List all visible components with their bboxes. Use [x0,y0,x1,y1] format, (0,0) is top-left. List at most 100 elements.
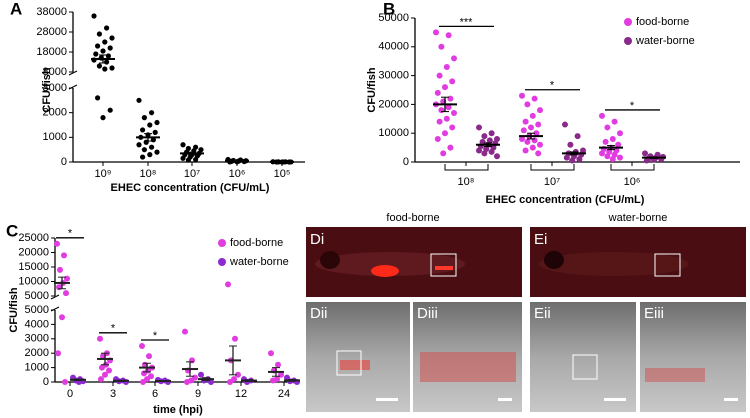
x-tick-label: 3 [110,388,116,400]
micrograph [640,302,746,412]
fluorescence [420,352,516,382]
data-point [442,130,448,137]
data-point [182,328,188,335]
data-point [100,115,106,121]
x-tick-label: 10⁶ [229,168,246,180]
group-bracket [610,164,655,171]
legend-label: food-borne [230,237,283,249]
data-point [107,45,113,51]
data-point [602,138,609,145]
x-tick-label: 10⁸ [140,168,157,180]
data-point [100,48,106,54]
data-point [59,314,65,321]
data-point [165,379,171,385]
fluorescence [435,266,453,270]
image-label: Ei [534,231,547,248]
data-point [193,156,199,163]
data-point [529,144,536,151]
data-point [136,97,142,103]
data-point [611,118,618,125]
data-point [106,367,112,374]
y-tick-label: 25000 [18,232,49,244]
data-point [150,137,156,143]
data-point [102,371,108,378]
y-tick-label: 10000 [18,275,49,287]
legend-marker [218,258,226,266]
group-bracket [444,164,489,171]
data-point [535,121,542,128]
data-point [476,147,482,154]
data-point [535,150,542,157]
x-tick-label: 10⁶ [624,176,641,188]
data-point [96,63,102,69]
axis-break [68,70,78,76]
scale-bar [724,398,738,401]
group-bracket [530,164,575,171]
y-tick-label: 38000 [36,6,67,18]
scale-bar [498,398,512,401]
y-tick-label: 8000 [43,66,67,78]
y-tick-label: 5000 [25,290,49,302]
image-title: water-borne [608,212,668,224]
fluorescence [340,360,370,370]
data-point [147,122,153,128]
data-point [433,29,439,36]
data-point [445,104,452,111]
panel-label: B [383,0,395,18]
data-point [617,130,623,137]
data-point [95,43,101,49]
data-point [99,364,105,371]
data-point [149,144,155,150]
data-point [440,150,447,157]
data-point [268,350,274,357]
x-tick-label: 9 [195,388,201,400]
data-point [599,112,605,119]
data-point [185,157,191,163]
y-tick-label: 20000 [18,246,49,258]
data-point [97,335,103,342]
image-panels: food-borne water-borne Di Dii Diii Ei Ei… [306,212,746,412]
significance-label: * [630,100,635,112]
y-tick-label: 1000 [43,131,67,143]
data-point [574,133,581,140]
x-tick-label: 10⁹ [95,168,112,180]
data-point [609,156,616,163]
data-point [154,149,160,155]
data-point [449,124,456,131]
data-point [531,137,538,144]
y-tick-label: 28000 [36,26,67,38]
y-axis-label: CFU/fish [8,287,20,333]
data-point [642,150,648,157]
data-point [488,148,495,155]
x-axis-label: EHEC concentration (CFU/mL) [111,182,270,194]
axis-break [50,294,60,300]
data-point [275,361,281,368]
data-point [104,25,110,31]
data-point [140,154,146,160]
data-point [109,35,115,41]
x-tick-label: 0 [67,388,73,400]
data-point [227,379,233,385]
data-point [476,124,482,131]
data-point [61,252,67,259]
roi-box [572,354,598,380]
data-point [184,379,190,385]
data-point [451,55,457,62]
data-point [604,124,611,131]
data-point [438,43,445,50]
data-point [140,379,146,385]
data-point [57,266,63,273]
data-point [102,66,108,72]
data-point [140,127,146,133]
data-point [147,152,153,158]
data-point [449,78,456,85]
y-axis-label: CFU/fish [41,67,53,113]
image-label: Di [310,231,324,248]
data-point [494,153,500,160]
data-point [154,119,160,126]
y-tick-label: 3000 [43,82,67,94]
legend-label: water-borne [635,35,695,47]
data-point [55,350,61,357]
y-tick-label: 1000 [25,362,49,374]
data-point [102,39,108,45]
